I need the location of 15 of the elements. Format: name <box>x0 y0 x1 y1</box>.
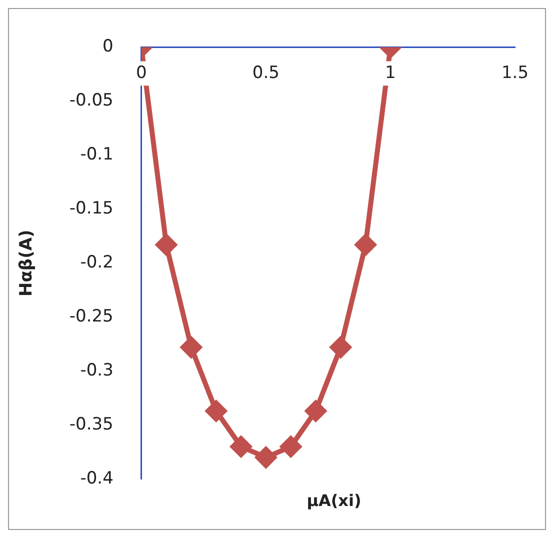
y-axis-title: Hαβ(A) <box>16 230 37 296</box>
x-tick-label: 0.5 <box>252 62 280 83</box>
y-tick-label: 0 <box>102 36 114 57</box>
y-tick-label: -0.35 <box>69 414 114 434</box>
y-tick-label: -0.1 <box>80 144 114 165</box>
y-tick-label: -0.05 <box>69 90 114 111</box>
y-tick-label: -0.25 <box>69 306 114 326</box>
y-tick-label: -0.15 <box>69 198 114 219</box>
x-tick-label: 1.5 <box>501 62 529 83</box>
y-tick-label: -0.2 <box>80 252 114 273</box>
x-tick-label: 1 <box>385 62 396 83</box>
y-tick-label: -0.3 <box>80 360 114 380</box>
x-axis-title: μA(xi) <box>306 491 362 510</box>
x-tick-label: 0 <box>136 62 147 83</box>
y-tick-label: -0.4 <box>80 468 114 488</box>
